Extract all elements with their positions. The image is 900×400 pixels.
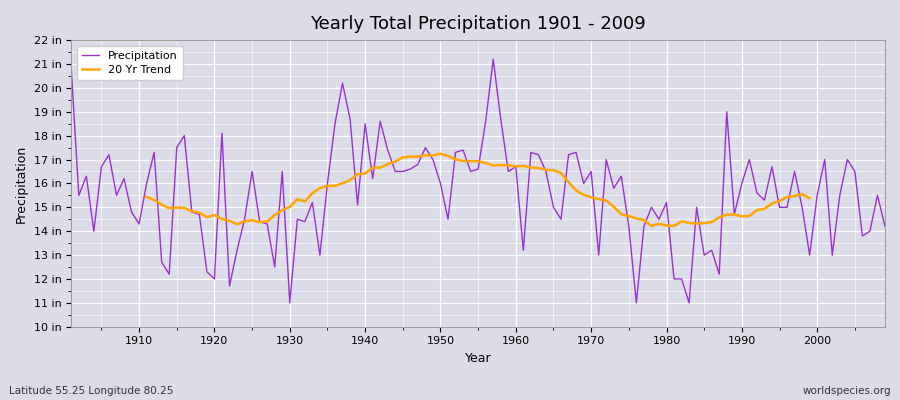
Precipitation (284, 300, 295, 305)
Line: Precipitation: Precipitation (71, 59, 885, 303)
Precipitation (300, 219, 310, 224)
20 Yr Trend (744, 214, 755, 218)
Legend: Precipitation, 20 Yr Trend: Precipitation, 20 Yr Trend (76, 46, 184, 80)
Precipitation (126, 210, 137, 214)
20 Yr Trend (209, 213, 220, 218)
Precipitation (488, 57, 499, 62)
20 Yr Trend (488, 163, 499, 168)
Precipitation (616, 174, 626, 179)
20 Yr Trend (435, 151, 446, 156)
20 Yr Trend (141, 194, 152, 199)
Precipitation (345, 116, 356, 121)
X-axis label: Year: Year (464, 352, 491, 365)
Y-axis label: Precipitation: Precipitation (15, 144, 28, 222)
20 Yr Trend (224, 218, 235, 223)
Line: 20 Yr Trend: 20 Yr Trend (147, 154, 810, 226)
Precipitation (66, 66, 77, 71)
Precipitation (518, 248, 528, 253)
Text: worldspecies.org: worldspecies.org (803, 386, 891, 396)
Text: Latitude 55.25 Longitude 80.25: Latitude 55.25 Longitude 80.25 (9, 386, 174, 396)
Precipitation (879, 224, 890, 229)
20 Yr Trend (669, 224, 680, 228)
20 Yr Trend (805, 196, 815, 201)
20 Yr Trend (277, 208, 288, 213)
Title: Yearly Total Precipitation 1901 - 2009: Yearly Total Precipitation 1901 - 2009 (310, 15, 646, 33)
Precipitation (526, 150, 536, 155)
20 Yr Trend (398, 155, 409, 160)
